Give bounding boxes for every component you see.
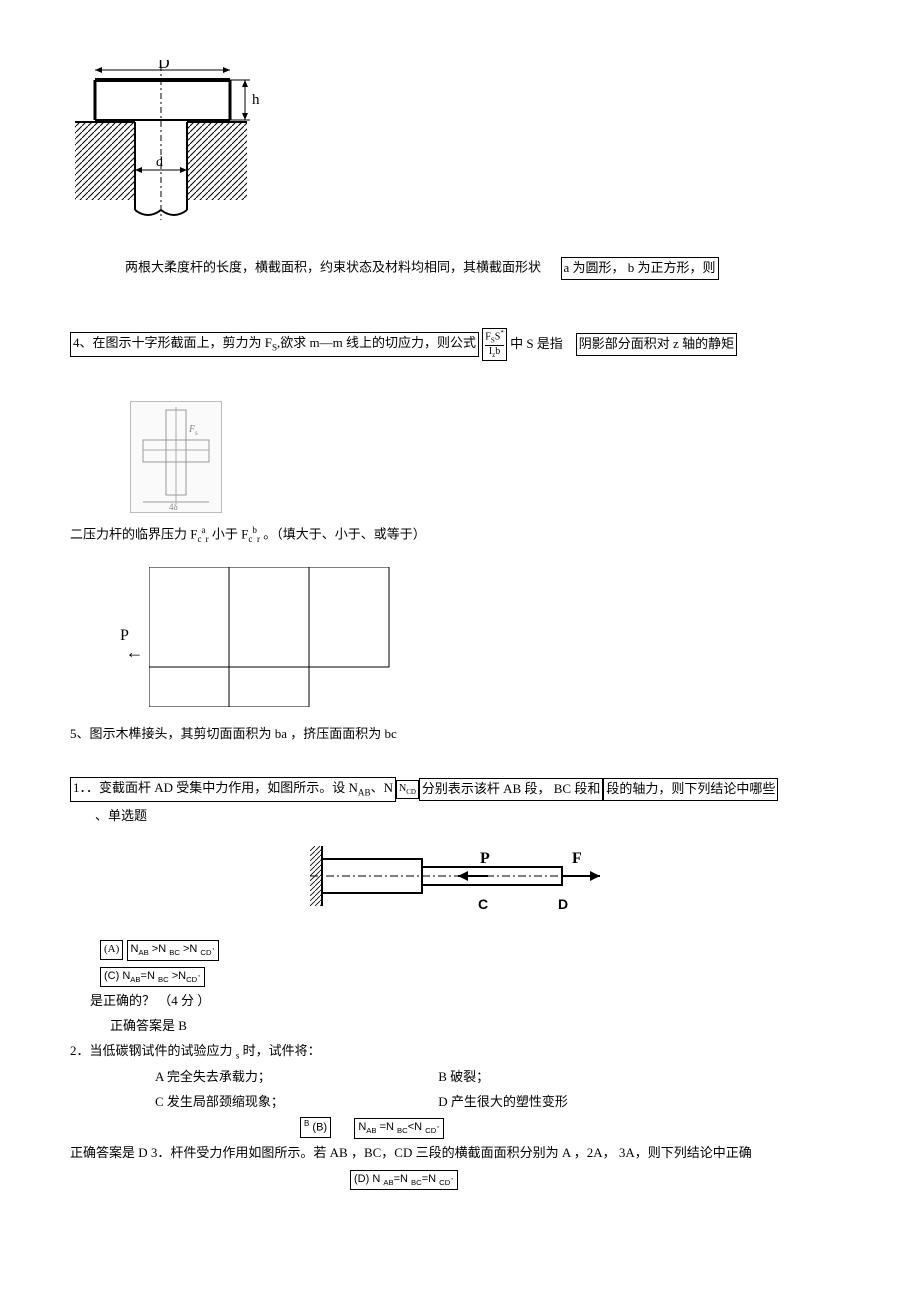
q3-line: 两根大柔度杆的长度，横截面积，约束状态及材料均相同，其横截面形状 a 为圆形， … [70, 257, 850, 280]
opt-C-line: (C) NAB=N BC >NCD· [70, 965, 850, 988]
opt-A-line: (A) NAB >N BC >N CD· [70, 938, 850, 961]
opt-D-line: (D) N AB=N BC=N CD· [350, 1168, 850, 1191]
q4-line: 4、在图示十字形截面上，剪力为 FS,欲求 m—m 线上的切应力，则公式 FSS… [70, 328, 850, 362]
q2-opts2: C 发生局部颈缩现象； D 产生很大的塑性变形 [70, 1092, 850, 1113]
sec-q1-line: 1．．变截面杆 AD 受集中力作用，如图所示。设 NAB、N NCD 分别表示该… [70, 777, 850, 801]
q4-mid: 中 S 是指 [510, 335, 563, 350]
q1-end2: 正确答案是 B [70, 1016, 850, 1037]
q4-answer-box: 阴影部分面积对 z 轴的静矩 [576, 333, 737, 356]
q2-line: 2．当低碳钢试件的试验应力 s 时，试件将： [70, 1041, 850, 1063]
q1-end1: 是正确的？ （4 分 ） [70, 991, 850, 1012]
sec-subtitle: 、单选题 [70, 806, 850, 827]
q5-line: 5、图示木榫接头，其剪切面面积为 ba ，挤压面面积为 bc [70, 724, 850, 745]
svg-text:s: s [195, 429, 198, 437]
q3-cont-line: 二压力杆的临界压力 Fcar 小于 Fcbr 。（填大于、小于、或等于） [70, 523, 850, 546]
q4-formula: FSS* Izb [482, 328, 507, 362]
q3-text: 两根大柔度杆的长度，横截面积，约束状态及材料均相同，其横截面形状 [125, 259, 541, 274]
svg-text:4δ: 4δ [169, 502, 178, 512]
svg-text:D: D [558, 896, 568, 912]
q4-prefix-box: 4、在图示十字形截面上，剪力为 FS,欲求 m—m 线上的切应力，则公式 [70, 332, 479, 356]
svg-text:F: F [572, 850, 582, 867]
figure-tenon: P ← [120, 567, 850, 714]
q2-opts1: A 完全失去承载力； B 破裂； [70, 1067, 850, 1088]
label-d: d [156, 155, 163, 170]
figure-rod: P F C D [310, 841, 850, 928]
q3-sec-line: 正确答案是 D 3．杆件受力作用如图所示。若 AB ，BC，CD 三段的横截面面… [70, 1143, 850, 1164]
q3-answer-box: a 为圆形， b 为正方形，则 [561, 257, 719, 280]
svg-text:P: P [480, 850, 490, 867]
figure-punch: D h [70, 60, 850, 237]
svg-text:C: C [478, 896, 488, 912]
opt-B-D-block: B (B) NAB =N BC<N CD· [300, 1116, 850, 1139]
figure-cross-section: F s 4δ [130, 401, 222, 513]
label-D: D [158, 60, 170, 72]
label-h: h [252, 92, 260, 108]
